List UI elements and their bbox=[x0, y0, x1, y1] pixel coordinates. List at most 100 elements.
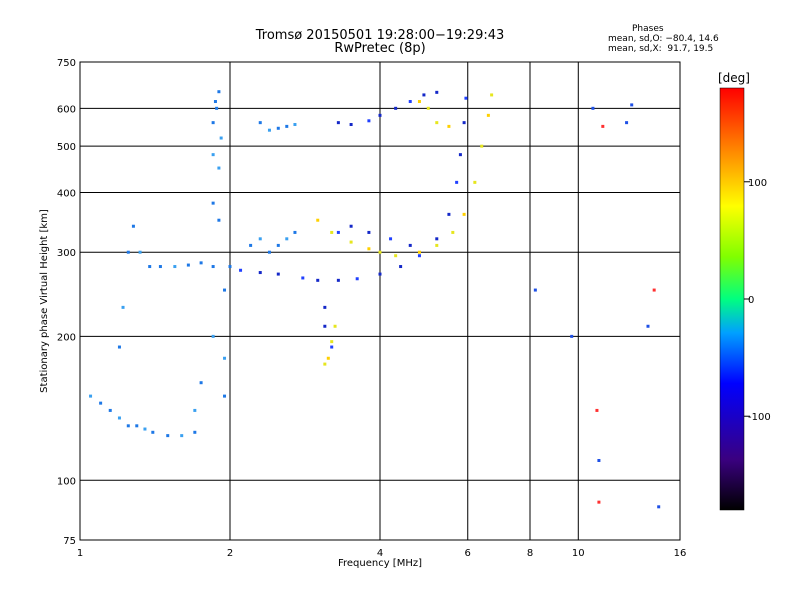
data-point bbox=[258, 121, 262, 125]
y-tick-label: 600 bbox=[57, 104, 76, 115]
data-point bbox=[652, 288, 656, 292]
data-point bbox=[601, 124, 605, 128]
data-point bbox=[417, 100, 421, 104]
data-point bbox=[435, 243, 439, 247]
x-tick-label: 16 bbox=[674, 548, 687, 559]
data-point bbox=[217, 90, 221, 94]
data-point bbox=[180, 434, 184, 438]
data-point bbox=[108, 408, 112, 412]
data-point bbox=[408, 243, 412, 247]
data-point bbox=[211, 153, 215, 157]
data-point bbox=[464, 96, 468, 100]
phase-stats-x: mean, sd,X: 91.7, 19.5 bbox=[608, 44, 714, 54]
data-point bbox=[435, 237, 439, 241]
data-point bbox=[293, 230, 297, 234]
data-point bbox=[89, 394, 93, 398]
data-point bbox=[186, 263, 190, 267]
data-point bbox=[126, 424, 130, 428]
data-point bbox=[367, 119, 371, 123]
data-point bbox=[276, 243, 280, 247]
data-point bbox=[336, 278, 340, 282]
data-point bbox=[591, 106, 595, 110]
data-point bbox=[285, 237, 289, 241]
data-point bbox=[394, 106, 398, 110]
data-point bbox=[630, 103, 634, 107]
data-point bbox=[330, 345, 334, 349]
data-point bbox=[422, 93, 426, 97]
data-point bbox=[480, 144, 484, 148]
data-point bbox=[193, 408, 197, 412]
x-tick-label: 4 bbox=[377, 548, 383, 559]
data-point bbox=[316, 218, 320, 222]
data-point bbox=[223, 288, 227, 292]
x-tick-label: 2 bbox=[227, 548, 233, 559]
data-point bbox=[267, 250, 271, 254]
data-point bbox=[285, 124, 289, 128]
data-point bbox=[435, 90, 439, 94]
y-tick-label: 500 bbox=[57, 142, 76, 153]
y-tick-label: 400 bbox=[57, 188, 76, 199]
data-point bbox=[276, 126, 280, 130]
data-points bbox=[89, 90, 661, 509]
x-tick-label: 10 bbox=[572, 548, 585, 559]
data-point bbox=[399, 265, 403, 269]
data-point bbox=[211, 121, 215, 125]
data-point bbox=[121, 305, 125, 309]
x-axis-ticks: 1 2 4 6 8 10 16 bbox=[77, 548, 687, 559]
data-point bbox=[276, 272, 280, 276]
data-point bbox=[597, 500, 601, 504]
data-point bbox=[394, 254, 398, 258]
colorbar-label: [deg] bbox=[718, 71, 750, 85]
data-point bbox=[455, 180, 459, 184]
y-tick-label: 100 bbox=[57, 476, 76, 487]
data-point bbox=[158, 265, 162, 269]
data-point bbox=[458, 153, 462, 157]
data-point bbox=[135, 424, 139, 428]
data-point bbox=[378, 113, 382, 117]
data-point bbox=[462, 121, 466, 125]
data-point bbox=[323, 305, 327, 309]
phase-stats-o: mean, sd,O: −80.4, 14.6 bbox=[608, 34, 719, 44]
data-point bbox=[249, 243, 253, 247]
data-point bbox=[173, 265, 177, 269]
data-point bbox=[367, 247, 371, 251]
data-point bbox=[597, 458, 601, 462]
data-point bbox=[625, 121, 629, 125]
data-point bbox=[417, 250, 421, 254]
data-point bbox=[219, 136, 223, 140]
data-point bbox=[126, 250, 130, 254]
data-point bbox=[408, 100, 412, 104]
data-point bbox=[326, 356, 330, 360]
data-point bbox=[143, 427, 147, 431]
data-point bbox=[211, 334, 215, 338]
data-point bbox=[148, 265, 152, 269]
chart-title-line1: Tromsø 20150501 19:28:00−19:29:43 bbox=[255, 28, 505, 43]
data-point bbox=[570, 334, 574, 338]
colorbar-tick-label: 0 bbox=[748, 295, 754, 306]
plot-frame bbox=[79, 61, 681, 541]
data-point bbox=[258, 237, 262, 241]
data-point bbox=[447, 124, 451, 128]
data-point bbox=[217, 218, 221, 222]
grid-lines bbox=[80, 62, 680, 540]
data-point bbox=[595, 408, 599, 412]
data-point bbox=[330, 340, 334, 344]
y-axis-ticks: 75 100 200 300 400 500 600 750 bbox=[57, 58, 76, 547]
y-tick-label: 300 bbox=[57, 248, 76, 259]
data-point bbox=[435, 121, 439, 125]
colorbar-ticks: 100 0 -100 bbox=[744, 178, 771, 423]
y-tick-label: 75 bbox=[63, 536, 76, 547]
y-tick-label: 750 bbox=[57, 58, 76, 69]
data-point bbox=[378, 272, 382, 276]
data-point bbox=[215, 106, 219, 110]
data-point bbox=[199, 381, 203, 385]
y-axis-label: Stationary phase Virtual Height [km] bbox=[39, 209, 50, 393]
data-point bbox=[301, 276, 305, 280]
data-point bbox=[99, 401, 103, 405]
chart-title-line2: RwPretec (8p) bbox=[334, 41, 426, 56]
data-point bbox=[389, 237, 393, 241]
data-point bbox=[657, 505, 661, 509]
data-point bbox=[258, 271, 262, 275]
colorbar bbox=[719, 87, 745, 511]
